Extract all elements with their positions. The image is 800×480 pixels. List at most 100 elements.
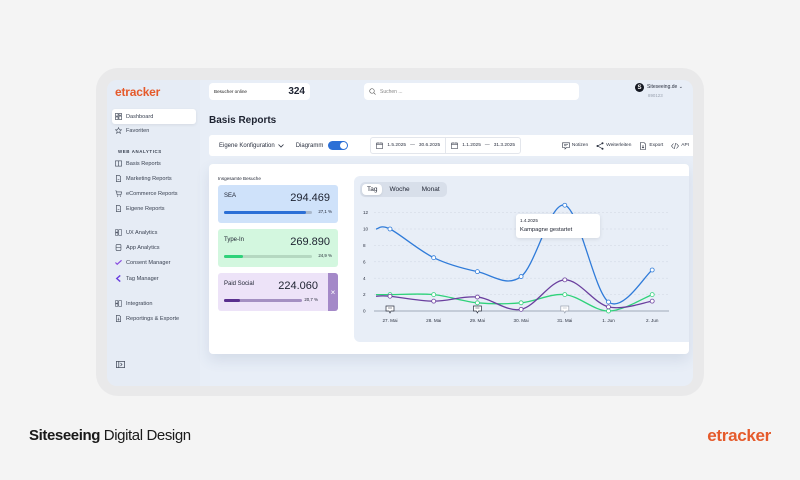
kpi-card-sea[interactable]: SEA 294.469 27,1 % [218,185,338,223]
avatar: S [635,83,644,92]
sidebar-item-label: Reportings & Exporte [126,315,180,322]
kpi-value: 294.469 [290,192,330,204]
chevron-down-icon [277,143,284,148]
section-web-analytics: WEB ANALYTICS [118,149,162,154]
kpi-name: Paid Social [224,281,255,287]
svg-text:12: 12 [363,210,369,215]
cart-icon [115,190,122,197]
kpi-name: Type-In [224,237,245,243]
document-icon [115,175,122,182]
sidebar-item-consent-manager[interactable]: Consent Manager [112,255,196,270]
sidebar-collapse-icon[interactable] [116,361,125,368]
kpi-percent: 20,7 % [304,297,318,302]
svg-text:4: 4 [363,276,366,281]
kpi-card-paid-social[interactable]: Paid Social 224.060 20,7 % × [218,273,338,311]
app-window: etracker Dashboard Favoriten WEB ANALYTI… [107,80,693,386]
kpi-name: SEA [224,193,237,199]
ux-icon [115,229,122,236]
tag-icon [115,275,122,282]
report-card: Insgesamte Besuche SEA 294.469 27,1 % Ty… [209,164,689,354]
sidebar-item-label: Tag Manager [126,275,159,282]
chart-panel: Tag Woche Monat 0 2 4 6 8 10 12 27. Mai 28. Mai 2… [354,176,689,342]
calendar-icon [451,142,459,149]
code-icon [671,142,680,149]
check-icon [115,259,122,266]
book-icon [115,160,122,167]
svg-text:6: 6 [363,259,366,264]
kpi-progress-bar [224,299,302,302]
sidebar-item-label: Eigene Reports [126,205,165,212]
account-id: 890123 [648,93,663,98]
sidebar-item-label: Basis Reports [126,160,161,167]
account-switcher[interactable]: S Siteseeing.de ⌄ 890123 [635,82,691,102]
note-icon [562,142,570,150]
kpi-value: 269.890 [290,236,330,248]
sidebar-item-basis-reports[interactable]: Basis Reports [112,156,196,171]
footer-brand-etracker: etracker [707,426,771,445]
sidebar-item-ux-analytics[interactable]: UX Analytics [112,225,196,240]
search-icon [369,88,376,95]
tab-tag[interactable]: Tag [362,184,383,195]
page-title: Basis Reports [209,115,277,126]
close-icon[interactable]: × [328,273,338,311]
kpi-percent: 27,1 % [318,209,332,214]
sidebar-item-ecommerce-reports[interactable]: eCommerce Reports [112,186,196,201]
export-doc-icon [115,315,122,322]
tab-monat[interactable]: Monat [421,186,440,193]
line-chart[interactable]: 0 2 4 6 8 10 12 27. Mai 28. Mai 29. Mai 30. Mai 31.… [354,176,689,342]
svg-text:2. Jun: 2. Jun [646,318,659,323]
svg-text:31. Mai: 31. Mai [557,318,572,323]
etracker-logo: etracker [115,85,161,99]
svg-text:8: 8 [363,243,366,248]
sidebar-item-dashboard[interactable]: Dashboard [112,109,196,124]
svg-text:1. Jun: 1. Jun [602,318,615,323]
sidebar-item-tag-manager[interactable]: Tag Manager [112,271,196,286]
kpi-progress-bar [224,211,312,214]
sidebar: etracker Dashboard Favoriten WEB ANALYTI… [107,80,200,386]
star-icon [115,127,122,134]
sidebar-item-marketing-reports[interactable]: Marketing Reports [112,171,196,186]
visitors-online-label: Besucher online [214,89,247,94]
svg-text:30. Mai: 30. Mai [514,318,529,323]
tooltip-date: 1.4.2025 [520,218,538,223]
diagram-toggle[interactable] [328,141,349,150]
sidebar-item-integration[interactable]: Integration [112,296,196,311]
date-range-compare[interactable]: 1.1.2025 — 31.3.2025 [445,138,520,153]
sidebar-item-eigene-reports[interactable]: Eigene Reports [112,201,196,216]
dashboard-icon [115,113,122,120]
tab-woche[interactable]: Woche [389,186,410,193]
search-placeholder: Suchen ... [380,88,403,95]
sidebar-item-label: UX Analytics [126,229,158,236]
sidebar-item-label: Marketing Reports [126,175,172,182]
footer-brand-siteseeing: Siteseeing Digital Design [29,427,191,444]
sidebar-item-label: Consent Manager [126,259,171,266]
export-button[interactable]: Export [639,141,663,150]
sidebar-item-favoriten[interactable]: Favoriten [112,123,196,138]
sidebar-item-label: App Analytics [126,244,160,251]
config-dropdown[interactable]: Eigene Konfiguration [219,143,284,149]
date-range-selector: 1.5.2025 — 30.6.2025 1.1.2025 — 31.3.202… [370,137,522,154]
app-icon [115,244,122,251]
svg-text:0: 0 [363,309,366,314]
api-button[interactable]: API [671,142,689,150]
share-button[interactable]: Weiterleiten [596,141,631,150]
search-input[interactable]: Suchen ... [364,83,579,100]
visitors-online-widget: Besucher online 324 [209,83,310,100]
export-icon [640,141,647,150]
visitors-online-count: 324 [288,86,305,97]
toolbar-actions: Notizen Weiterleiten Export API [562,141,689,150]
sidebar-item-label: eCommerce Reports [126,190,178,197]
svg-text:29. Mai: 29. Mai [470,318,485,323]
sidebar-item-label: Favoriten [126,127,150,134]
sidebar-item-reportings-exporte[interactable]: Reportings & Exporte [112,311,196,326]
kpi-value: 224.060 [278,280,318,292]
date-range-primary[interactable]: 1.5.2025 — 30.6.2025 [371,138,445,153]
calendar-icon [376,142,384,149]
sidebar-item-app-analytics[interactable]: App Analytics [112,240,196,255]
share-icon [596,141,604,150]
report-toolbar: Eigene Konfiguration Diagramm 1.5.2025 —… [209,135,693,156]
chart-annotation-tooltip: 1.4.2025 Kampagne gestartet [516,214,600,238]
notes-button[interactable]: Notizen [562,142,588,150]
account-name: Siteseeing.de ⌄ [647,84,683,90]
kpi-card-type-in[interactable]: Type-In 269.890 24,9 % [218,229,338,267]
